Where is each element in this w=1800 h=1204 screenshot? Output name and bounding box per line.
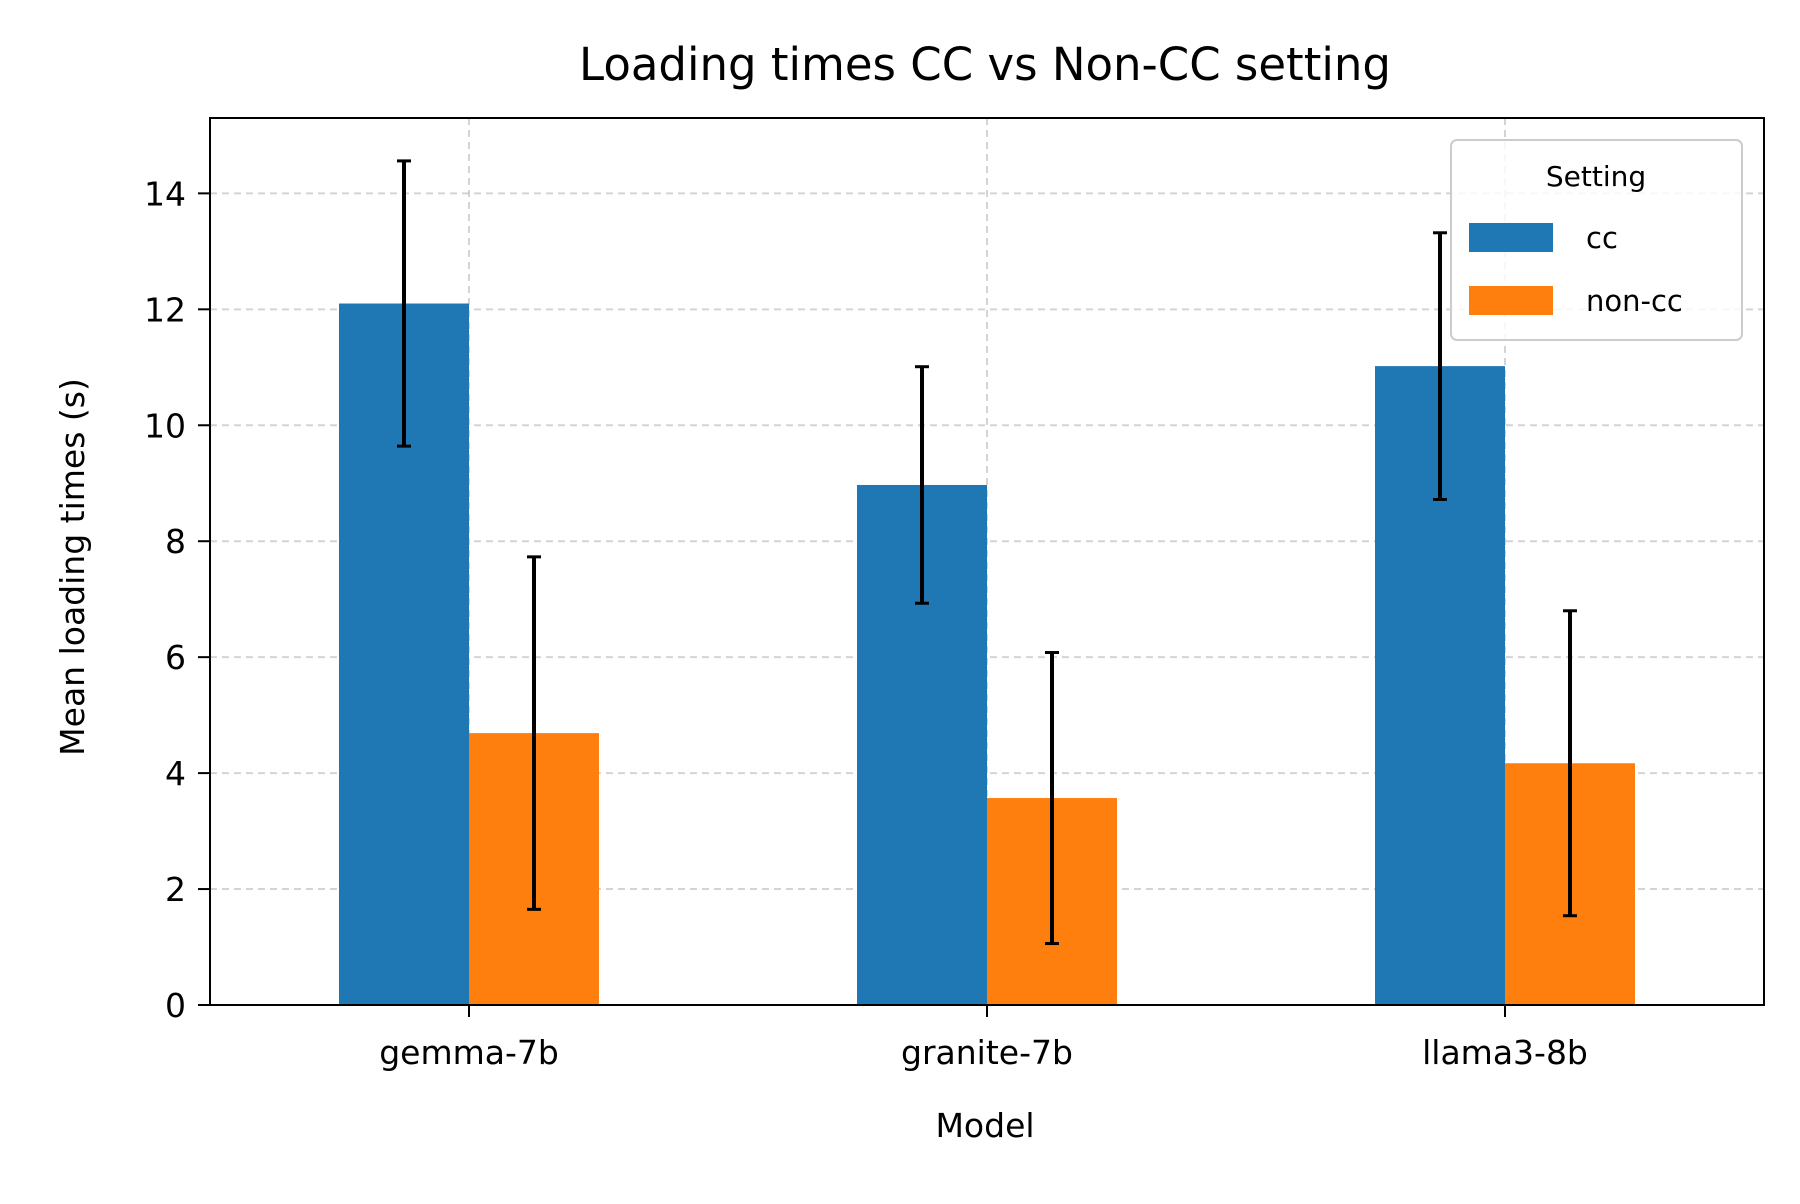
y-tick-label: 12 [144,290,186,329]
x-tick-label: granite-7b [901,1033,1073,1072]
chart-title: Loading times CC vs Non-CC setting [579,38,1391,91]
legend-label-non-cc: non-cc [1586,284,1683,318]
y-tick-label: 14 [144,174,186,213]
y-tick-label: 8 [165,522,186,561]
y-tick-label: 2 [165,870,186,909]
y-tick-label: 6 [165,638,186,677]
y-tick-label: 4 [165,754,186,793]
y-tick-label: 10 [144,406,186,445]
x-tick-label: llama3-8b [1422,1033,1588,1072]
legend-label-cc: cc [1586,221,1618,255]
x-axis-label: Model [935,1106,1034,1145]
legend-title: Setting [1546,160,1646,193]
ticks-layer: 0 2 4 6 8 10 12 14 gemma-7b granite-7b llama3-8b [144,174,1588,1072]
legend-swatch-cc [1469,223,1553,252]
y-tick-label: 0 [165,986,186,1025]
legend-swatch-non-cc [1469,286,1553,315]
y-axis-label: Mean loading times (s) [53,378,92,756]
error-bars-layer [397,159,1577,946]
legend: Setting cc non-cc [1450,139,1743,341]
x-tick-label: gemma-7b [379,1033,559,1072]
